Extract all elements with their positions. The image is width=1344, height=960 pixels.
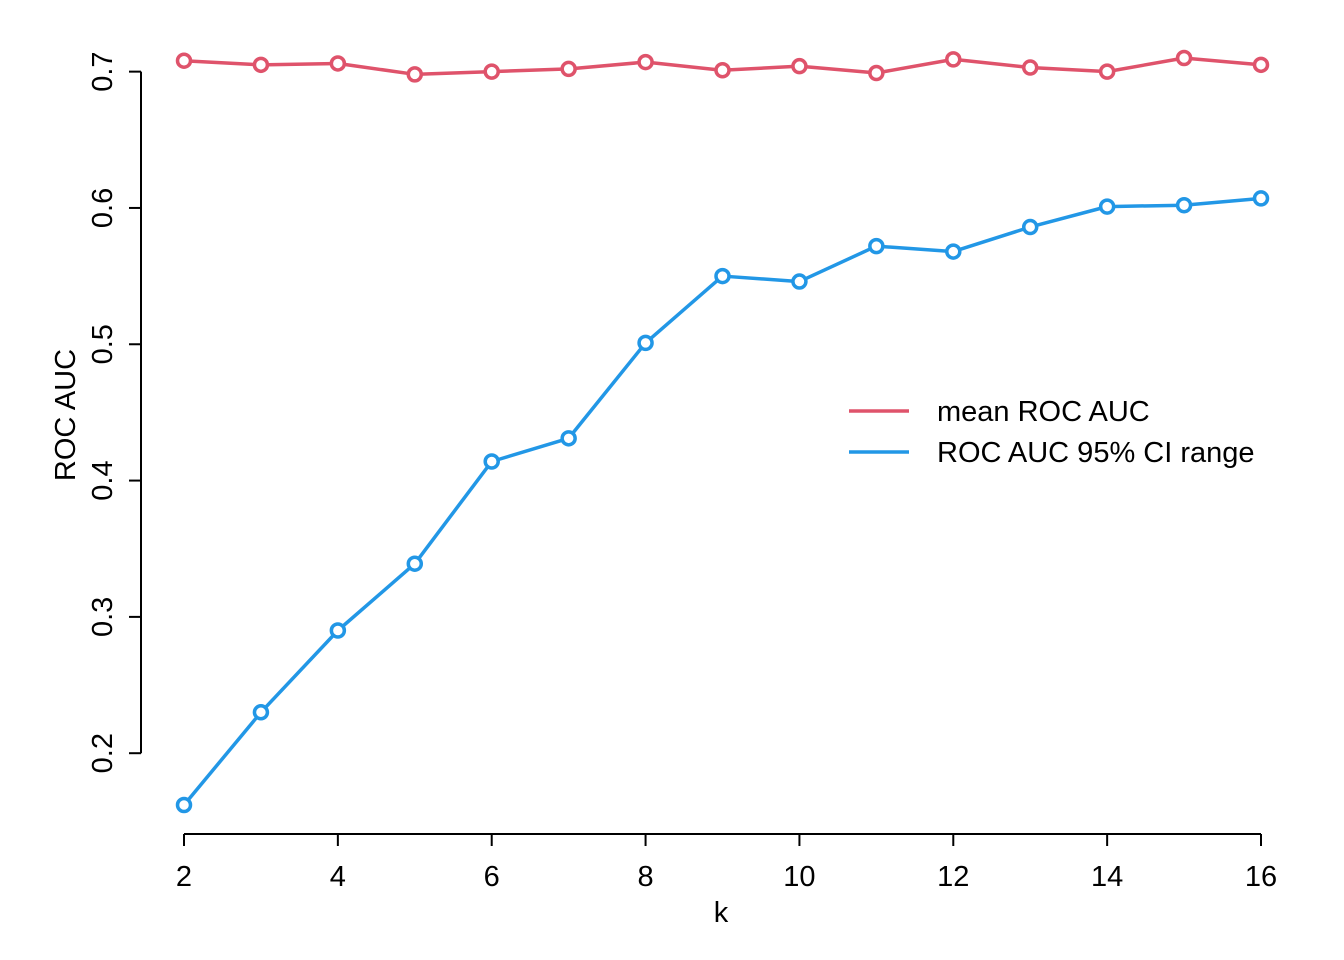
series-line-segment xyxy=(882,58,948,74)
y-tick-label: 0.6 xyxy=(87,188,119,228)
series-line-segment xyxy=(267,61,332,67)
data-point xyxy=(175,796,193,814)
series-line-segment xyxy=(417,465,490,560)
x-tick-label: 2 xyxy=(176,861,192,893)
legend-label-mean: mean ROC AUC xyxy=(937,396,1150,428)
series-line-segment xyxy=(1113,57,1178,73)
series-line-segment xyxy=(264,634,335,709)
series-line-segment xyxy=(958,227,1025,252)
data-point xyxy=(1175,196,1193,214)
series-line-segment xyxy=(804,247,872,281)
series-layer xyxy=(175,49,1270,814)
series-line-segment xyxy=(805,65,871,75)
x-tick-label: 10 xyxy=(783,861,815,893)
data-point xyxy=(637,53,654,71)
data-point xyxy=(1175,49,1193,67)
series-line-segment xyxy=(498,67,563,74)
data-point xyxy=(714,267,731,285)
data-point xyxy=(791,57,808,75)
series-mean-roc-auc xyxy=(175,49,1270,83)
legend: mean ROC AUC ROC AUC 95% CI range xyxy=(849,396,1255,469)
legend-label-ci-range: ROC AUC 95% CI range xyxy=(937,437,1255,469)
series-line-segment xyxy=(497,438,563,462)
series-line-segment xyxy=(959,58,1024,69)
series-ci-range xyxy=(175,190,1270,814)
x-axis-title: k xyxy=(714,897,729,929)
data-point xyxy=(483,453,500,470)
data-point xyxy=(945,243,962,260)
series-line-segment xyxy=(571,346,643,435)
y-tick-label: 0.3 xyxy=(87,597,119,637)
series-line-segment xyxy=(574,60,640,71)
series-line-segment xyxy=(651,61,717,72)
data-point xyxy=(406,66,424,83)
y-tick-label: 0.4 xyxy=(87,460,119,500)
data-point xyxy=(1252,56,1270,74)
series-line-segment xyxy=(421,70,486,76)
series-line-segment xyxy=(728,64,794,72)
series-line-segment xyxy=(1036,66,1101,74)
y-tick-label: 0.2 xyxy=(87,733,119,773)
data-point xyxy=(791,273,808,290)
data-point xyxy=(1098,63,1116,80)
series-line-segment xyxy=(728,274,794,283)
data-point xyxy=(714,62,731,79)
data-point xyxy=(1098,198,1116,215)
y-axis-title: ROC AUC xyxy=(50,349,82,481)
data-point xyxy=(329,55,347,72)
data-point xyxy=(1021,59,1039,76)
series-line-segment xyxy=(1190,56,1255,66)
data-point xyxy=(406,555,424,572)
data-point xyxy=(945,51,962,68)
series-line-segment xyxy=(1190,197,1255,207)
x-tick-label: 14 xyxy=(1091,861,1123,893)
data-point xyxy=(560,60,577,78)
data-point xyxy=(868,64,885,82)
series-line-segment xyxy=(186,716,259,802)
y-tick-label: 0.5 xyxy=(87,324,119,364)
data-point xyxy=(252,704,270,721)
x-axis: 2 4 6 8 10 12 14 16 xyxy=(176,833,1277,893)
data-point xyxy=(1252,190,1270,207)
y-axis: 0.2 0.3 0.4 0.5 0.6 0.7 xyxy=(87,51,142,773)
y-tick-label: 0.7 xyxy=(87,51,119,91)
data-point xyxy=(252,56,270,74)
series-line-segment xyxy=(649,279,719,340)
series-line-segment xyxy=(882,244,947,253)
series-line-segment xyxy=(1113,203,1178,209)
series-line-segment xyxy=(1036,206,1102,228)
x-tick-label: 16 xyxy=(1245,861,1277,893)
series-line-segment xyxy=(190,59,255,67)
data-point xyxy=(1021,218,1039,236)
data-point xyxy=(868,237,885,255)
x-tick-label: 8 xyxy=(638,861,654,893)
x-tick-label: 12 xyxy=(937,861,969,893)
x-tick-label: 4 xyxy=(330,861,346,893)
data-point xyxy=(175,52,193,69)
series-line-segment xyxy=(341,566,412,628)
data-point xyxy=(483,63,500,80)
data-point xyxy=(329,622,347,639)
data-point xyxy=(637,334,654,352)
x-tick-label: 6 xyxy=(484,861,500,893)
data-point xyxy=(560,430,577,447)
series-line-segment xyxy=(344,62,409,76)
